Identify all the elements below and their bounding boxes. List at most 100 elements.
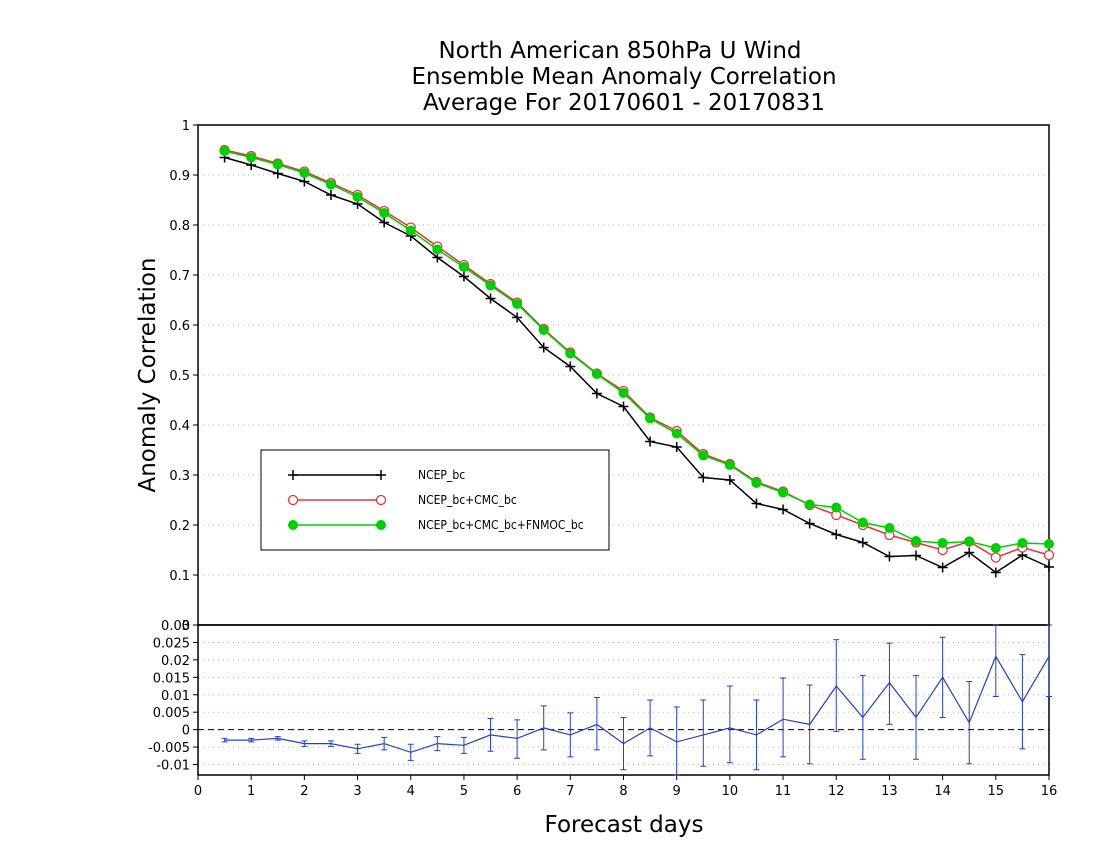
error-bar (567, 712, 574, 758)
x-tick-label: 16 (1041, 784, 1058, 799)
data-point (485, 280, 496, 291)
error-bar (886, 642, 893, 725)
data-point (325, 179, 336, 190)
error-bar (1019, 654, 1026, 750)
error-bar (939, 636, 946, 718)
y-tick-label: 0.9 (169, 169, 190, 184)
data-point (485, 293, 496, 304)
x-tick-label: 5 (460, 784, 468, 799)
data-point (1044, 539, 1054, 549)
data-point (990, 543, 1001, 553)
data-point (565, 348, 576, 359)
data-point (458, 262, 469, 272)
data-point (698, 472, 709, 483)
y-tick-label: 0.01 (161, 689, 190, 704)
x-tick-label: 14 (934, 784, 951, 799)
data-point (751, 498, 762, 509)
error-bar (620, 716, 627, 771)
y-tick-label: 0.3 (169, 469, 190, 484)
x-tick-label: 10 (722, 784, 739, 799)
legend: NCEP_bc NCEP_bc+CMC_bc NCEP_bc+CMC_bc+FNMO… (260, 449, 610, 551)
data-point (831, 502, 842, 513)
y-tick-label: 0.6 (169, 319, 190, 334)
error-bar (859, 675, 866, 760)
error-bar (274, 736, 281, 741)
difference-line (224, 655, 1050, 753)
y-tick-label: 1 (182, 119, 190, 134)
data-point (591, 369, 602, 379)
data-point (272, 159, 283, 170)
error-bar (992, 624, 999, 698)
top-panel: 1 0.9 0.8 0.7 0.6 0.5 0.4 0.3 0.2 0.1 0 (169, 119, 1055, 634)
error-bar (966, 681, 973, 765)
data-point (857, 517, 868, 528)
data-point (272, 168, 283, 179)
error-bar (248, 737, 255, 743)
data-point (831, 529, 842, 540)
legend-label-0: NCEP_bc (418, 468, 465, 482)
data-point (618, 388, 629, 398)
x-tick-label: 0 (194, 784, 202, 799)
data-point (911, 550, 922, 561)
y-axis-label: Anomaly Correlation (135, 257, 161, 492)
error-bar (806, 684, 813, 765)
legend-marker (376, 520, 386, 530)
legend-marker (287, 494, 299, 506)
error-bar (354, 743, 361, 754)
data-point (724, 475, 735, 485)
chart-title: North American 850hPa U Wind Ensemble Me… (411, 38, 836, 116)
error-bar (434, 736, 441, 752)
data-point (937, 562, 948, 573)
y-tick-label: 0.5 (169, 369, 190, 384)
data-point (911, 536, 922, 546)
data-point (299, 168, 310, 178)
error-bar (301, 740, 308, 747)
y-tick-label: 0.015 (153, 671, 190, 686)
y-tick-label: 0.02 (161, 654, 190, 669)
data-point (538, 325, 549, 335)
error-bar (913, 675, 920, 760)
chart-title-line-1: North American 850hPa U Wind (438, 38, 801, 64)
data-point (458, 271, 469, 282)
error-bar (460, 736, 467, 754)
data-point (1043, 549, 1055, 561)
data-point (405, 225, 416, 236)
data-point (724, 460, 735, 470)
data-point (671, 428, 682, 439)
data-point (990, 552, 1001, 563)
y-tick-label: 0.8 (169, 219, 190, 234)
x-tick-label: 9 (673, 784, 681, 799)
y-tick-label: 0.1 (169, 569, 190, 584)
error-bar (487, 717, 494, 752)
legend-marker (288, 470, 298, 480)
error-bar (540, 705, 547, 751)
data-point (645, 413, 656, 424)
data-point (246, 152, 257, 163)
data-point (671, 442, 682, 452)
x-tick-label: 8 (619, 784, 627, 799)
data-point (538, 342, 549, 353)
data-point (591, 388, 602, 399)
bottom-panel: 0.03 0.025 0.02 0.015 0.01 0.005 0 -0.005 -0.01 0… (148, 619, 1057, 799)
error-bar (833, 639, 840, 732)
y-tick-label: 0.2 (169, 519, 190, 534)
error-bar (407, 743, 414, 761)
y-tick-label: 0.005 (153, 706, 190, 721)
error-bar (726, 685, 733, 764)
data-point (219, 146, 230, 156)
y-tick-label: 0 (182, 724, 190, 739)
error-bar (514, 719, 521, 759)
x-tick-label: 3 (353, 784, 361, 799)
error-bar (647, 699, 654, 757)
data-point (512, 312, 523, 323)
x-tick-label: 4 (407, 784, 415, 799)
x-tick-label: 6 (513, 784, 521, 799)
y-tick-label: -0.005 (148, 741, 190, 756)
error-bar (673, 706, 680, 776)
x-tick-label: 7 (566, 784, 574, 799)
data-point (804, 499, 815, 510)
data-point (884, 551, 895, 562)
chart-title-line-2: Ensemble Mean Anomaly Correlation (411, 64, 836, 90)
data-point (299, 176, 310, 187)
